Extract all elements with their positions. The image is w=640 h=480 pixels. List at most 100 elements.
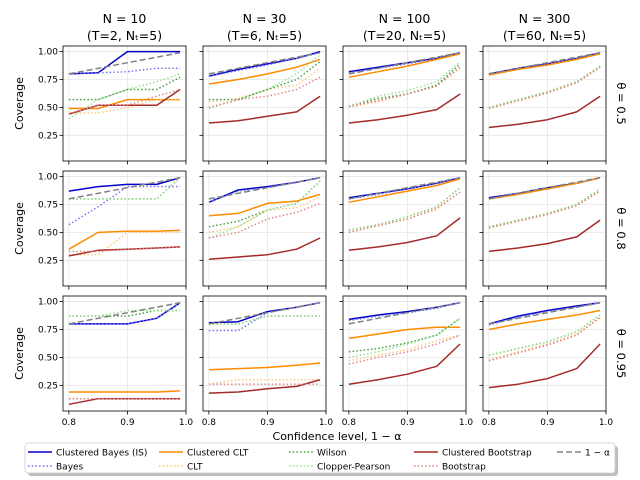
series-line-wilson — [208, 61, 321, 101]
series-line-clustered-bootstrap — [348, 93, 461, 124]
series-line-bootstrap — [488, 66, 601, 110]
legend-item: Clustered CLT — [159, 449, 249, 459]
row-label: θ = 0.95 — [614, 329, 628, 379]
series-line-wilson — [348, 317, 461, 353]
panel-r0-c0: 0.25 0.50 0.75 1.00 — [38, 45, 187, 165]
series-line-1 — [348, 51, 461, 75]
column-title-line1: N = 10 — [103, 11, 147, 26]
series-line-clopper-pearson — [208, 180, 321, 239]
series-line-bootstrap — [348, 334, 461, 365]
y-tick-label: 0.75 — [38, 325, 58, 335]
series-line-bayes — [68, 302, 181, 325]
panel-r0-c3 — [479, 45, 607, 165]
series-line-bayes — [488, 302, 601, 326]
series-line-clopper-pearson — [68, 309, 181, 317]
series-line-bootstrap — [348, 66, 461, 107]
series-line-clustered-bootstrap — [68, 88, 181, 115]
legend: Clustered Bayes (IS) Bayes Clustered CLT CL… — [24, 442, 618, 476]
column-title-line1: N = 300 — [519, 11, 571, 26]
series-line-clopper-pearson — [488, 65, 601, 109]
legend-item: Clopper-Pearson — [289, 463, 390, 473]
series-line-clopper-pearson — [68, 73, 181, 120]
column-title-line2: (T=6, Nₜ=5) — [227, 28, 302, 43]
series-line-1 — [68, 301, 181, 325]
series-line-1 — [348, 301, 461, 325]
series-line-clopper-pearson — [208, 315, 321, 325]
axes-frame — [62, 45, 187, 162]
y-axis-labels: Coverage Coverage Coverage — [13, 77, 26, 380]
series-line-bootstrap — [208, 202, 321, 239]
axes-frame — [62, 170, 187, 287]
y-tick-label: 0.75 — [38, 200, 58, 210]
y-tick-label: 0.50 — [38, 228, 58, 238]
series-line-bayes — [208, 52, 321, 77]
y-axis-label: Coverage — [13, 202, 26, 255]
axes-frame — [202, 45, 327, 162]
axes-frame — [202, 295, 327, 412]
y-tick-label: 0.25 — [38, 256, 58, 266]
series-line-wilson — [348, 63, 461, 107]
series-line-clt — [68, 231, 181, 256]
series-line-clopper-pearson — [348, 187, 461, 231]
legend-label: Clustered Bootstrap — [442, 449, 532, 459]
series-line-clt — [488, 66, 601, 110]
series-line-1 — [208, 301, 321, 325]
series-line-clustered-clt — [488, 309, 601, 331]
legend-box — [24, 442, 616, 474]
series-line-clopper-pearson — [488, 188, 601, 228]
y-tick-label: 0.50 — [38, 103, 58, 113]
y-tick-label: 0.50 — [38, 353, 58, 363]
series-line-clustered-bayes-is — [68, 176, 181, 192]
y-tick-label: 0.25 — [38, 131, 58, 141]
axes-frame — [342, 295, 467, 412]
series-line-clustered-bootstrap — [68, 246, 181, 257]
series-line-1 — [208, 51, 321, 75]
x-tick-label: 0.9 — [260, 418, 275, 428]
legend-item: Bayes — [28, 463, 84, 473]
series-line-wilson — [68, 76, 181, 101]
series-line-clustered-bayes-is — [348, 301, 461, 321]
axes-frame — [62, 295, 187, 412]
panel-r1-c3 — [479, 170, 607, 290]
legend-item: Wilson — [289, 449, 347, 459]
series-line-clustered-bootstrap — [488, 343, 601, 389]
x-tick-label: 0.9 — [120, 418, 135, 428]
series-line-clustered-bayes-is — [348, 51, 461, 73]
series-line-clopper-pearson — [208, 54, 321, 110]
series-line-bayes — [68, 185, 181, 226]
series-line-clustered-bootstrap — [348, 217, 461, 252]
series-line-clopper-pearson — [488, 314, 601, 356]
series-line-bootstrap — [348, 191, 461, 234]
series-line-bootstrap — [208, 76, 321, 109]
series-line-1 — [348, 176, 461, 200]
series-line-bootstrap — [488, 190, 601, 229]
column-title-line1: N = 30 — [243, 11, 287, 26]
series-line-clustered-clt — [348, 53, 461, 79]
x-tick-label: 1.0 — [459, 418, 474, 428]
x-tick-label: 1.0 — [179, 418, 194, 428]
column-title-line2: (T=20, Nₜ=5) — [363, 28, 446, 43]
series-line-clustered-bootstrap — [488, 95, 601, 129]
legend-item: Clustered Bootstrap — [414, 449, 532, 459]
legend-item: Bootstrap — [414, 463, 486, 473]
axes-frame — [482, 295, 607, 412]
series-line-clustered-clt — [208, 362, 321, 371]
x-axis-label: Confidence level, 1 − α — [273, 430, 402, 443]
series-line-bootstrap — [68, 246, 181, 253]
series-line-bootstrap — [488, 316, 601, 362]
x-tick-label: 1.0 — [599, 418, 614, 428]
panel-r2-c2: 0.8 0.9 1.0 — [339, 295, 474, 428]
y-axis-label: Coverage — [13, 327, 26, 380]
axes-frame — [342, 170, 467, 287]
column-title-line1: N = 100 — [379, 11, 431, 26]
x-tick-label: 0.8 — [342, 418, 357, 428]
panel-grid: 0.25 0.50 0.75 1.00 0.25 0.50 0.75 1.00 0.8 0.9 1.… — [38, 45, 614, 428]
row-label: θ = 0.5 — [614, 82, 628, 124]
row-labels: θ = 0.5 θ = 0.8 θ = 0.95 — [614, 82, 628, 378]
series-line-clustered-clt — [68, 390, 181, 393]
series-line-1 — [488, 176, 601, 200]
series-line-clt — [348, 191, 461, 234]
series-line-clustered-clt — [348, 178, 461, 204]
x-tick-label: 0.8 — [482, 418, 497, 428]
x-tick-label: 0.9 — [540, 418, 555, 428]
